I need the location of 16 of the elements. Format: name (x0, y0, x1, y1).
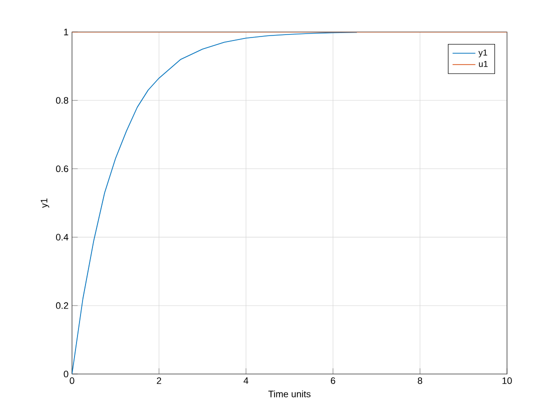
x-tick-label: 6 (330, 377, 336, 384)
legend-label: u1 (478, 60, 488, 67)
x-tick-label: 2 (156, 377, 162, 384)
legend-label: y1 (478, 50, 488, 58)
y-axis-title: y1 (40, 198, 50, 208)
x-tick-label: 8 (418, 377, 422, 384)
y-tick-label: 0.6 (56, 166, 68, 172)
x-tick-label: 4 (244, 377, 248, 384)
y-tick-label: 0.2 (56, 302, 68, 309)
x-tick-label: 0 (70, 377, 74, 384)
y-tick-label: 0.4 (56, 234, 68, 240)
y-tick-label: 1 (64, 28, 68, 36)
y-tick-label: 0 (64, 370, 68, 378)
x-tick-label: 10 (502, 377, 512, 384)
x-axis-title: Time units (268, 390, 311, 398)
y-tick-label: 0.8 (56, 97, 68, 104)
